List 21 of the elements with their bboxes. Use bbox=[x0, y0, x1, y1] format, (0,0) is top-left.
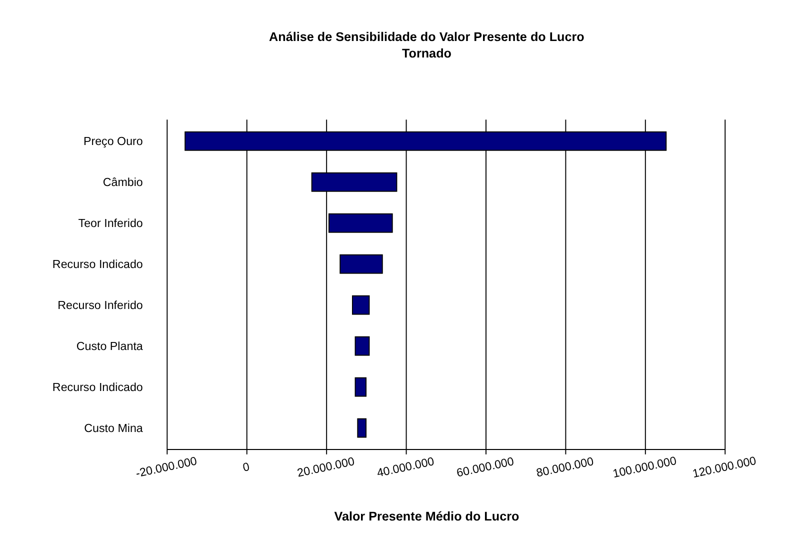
bar bbox=[340, 254, 383, 274]
bar bbox=[352, 295, 370, 315]
x-tick-label: 60.000.000 bbox=[455, 454, 516, 480]
y-tick-label: Recurso Inferido bbox=[58, 298, 143, 312]
x-tick-label: -20.000.000 bbox=[134, 454, 199, 480]
x-tick-label: 80.000.000 bbox=[535, 454, 596, 480]
y-tick-label: Custo Planta bbox=[76, 340, 144, 353]
bar bbox=[354, 377, 367, 397]
y-tick-label: Teor Inferido bbox=[78, 216, 143, 230]
y-tick-label: Recurso Indicado bbox=[52, 380, 143, 394]
x-axis-title: Valor Presente Médio do Lucro bbox=[334, 509, 520, 524]
y-tick-label: Preço Ouro bbox=[83, 134, 143, 148]
chart-title: Análise de Sensibilidade do Valor Presente do Lucro bbox=[269, 30, 585, 44]
x-tick-label: 40.000.000 bbox=[376, 454, 436, 480]
chart-subtitle: Tornado bbox=[402, 46, 452, 60]
y-tick-label: Câmbio bbox=[102, 176, 143, 189]
bar bbox=[354, 336, 370, 356]
bar bbox=[357, 418, 367, 438]
y-tick-label: Custo Mina bbox=[84, 422, 144, 435]
y-tick-label: Recurso Indicado bbox=[52, 258, 143, 271]
x-tick-label: 0 bbox=[242, 460, 252, 474]
